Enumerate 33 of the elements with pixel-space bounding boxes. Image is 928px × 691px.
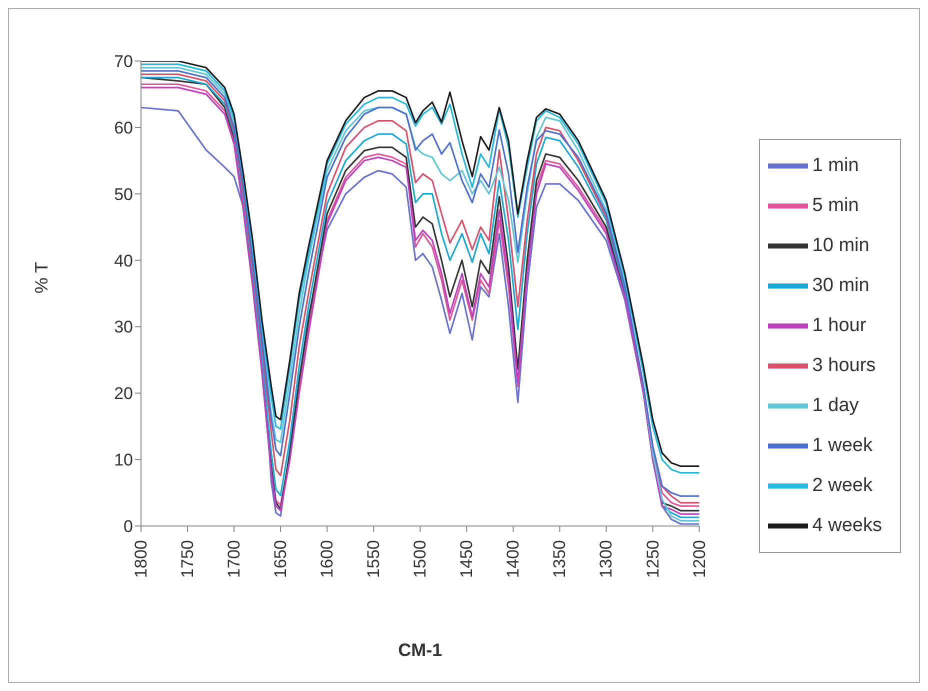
- legend-label: 30 min: [812, 274, 870, 296]
- y-tick-label: 70: [114, 52, 133, 72]
- x-tick-label: 1500: [410, 540, 430, 578]
- x-tick-label: 1800: [132, 540, 150, 578]
- y-tick-label: 10: [114, 450, 133, 470]
- x-tick-label: 1750: [178, 540, 198, 578]
- y-tick-label: 20: [114, 384, 133, 404]
- y-axis-title: % T: [31, 262, 52, 294]
- legend-label: 3 hours: [812, 354, 876, 376]
- x-tick-label: 1650: [271, 540, 290, 578]
- y-tick-label: 60: [114, 118, 133, 138]
- x-tick-label: 1600: [318, 540, 337, 578]
- legend-label: 1 min: [812, 154, 859, 176]
- x-axis-title: CM-1: [398, 640, 442, 660]
- x-tick-label: 1200: [690, 540, 709, 578]
- y-tick-label: 40: [114, 251, 133, 270]
- legend-label: 4 weeks: [812, 514, 882, 536]
- x-tick-label: 1450: [457, 540, 476, 578]
- x-tick-label: 1550: [364, 540, 384, 578]
- y-tick-label: 0: [124, 517, 133, 536]
- y-tick-label: 50: [114, 184, 133, 204]
- legend-label: 10 min: [812, 234, 870, 256]
- legend-label: 1 hour: [812, 314, 866, 336]
- legend-label: 2 week: [812, 474, 872, 496]
- legend-label: 5 min: [812, 194, 859, 216]
- x-tick-label: 1700: [224, 540, 244, 578]
- x-tick-label: 1250: [643, 540, 662, 578]
- legend-label: 1 day: [812, 394, 859, 416]
- y-tick-label: 30: [114, 318, 133, 337]
- legend-label: 1 week: [812, 434, 872, 456]
- x-tick-label: 1300: [596, 540, 616, 578]
- x-tick-label: 1350: [550, 540, 570, 578]
- x-tick-label: 1400: [504, 540, 523, 578]
